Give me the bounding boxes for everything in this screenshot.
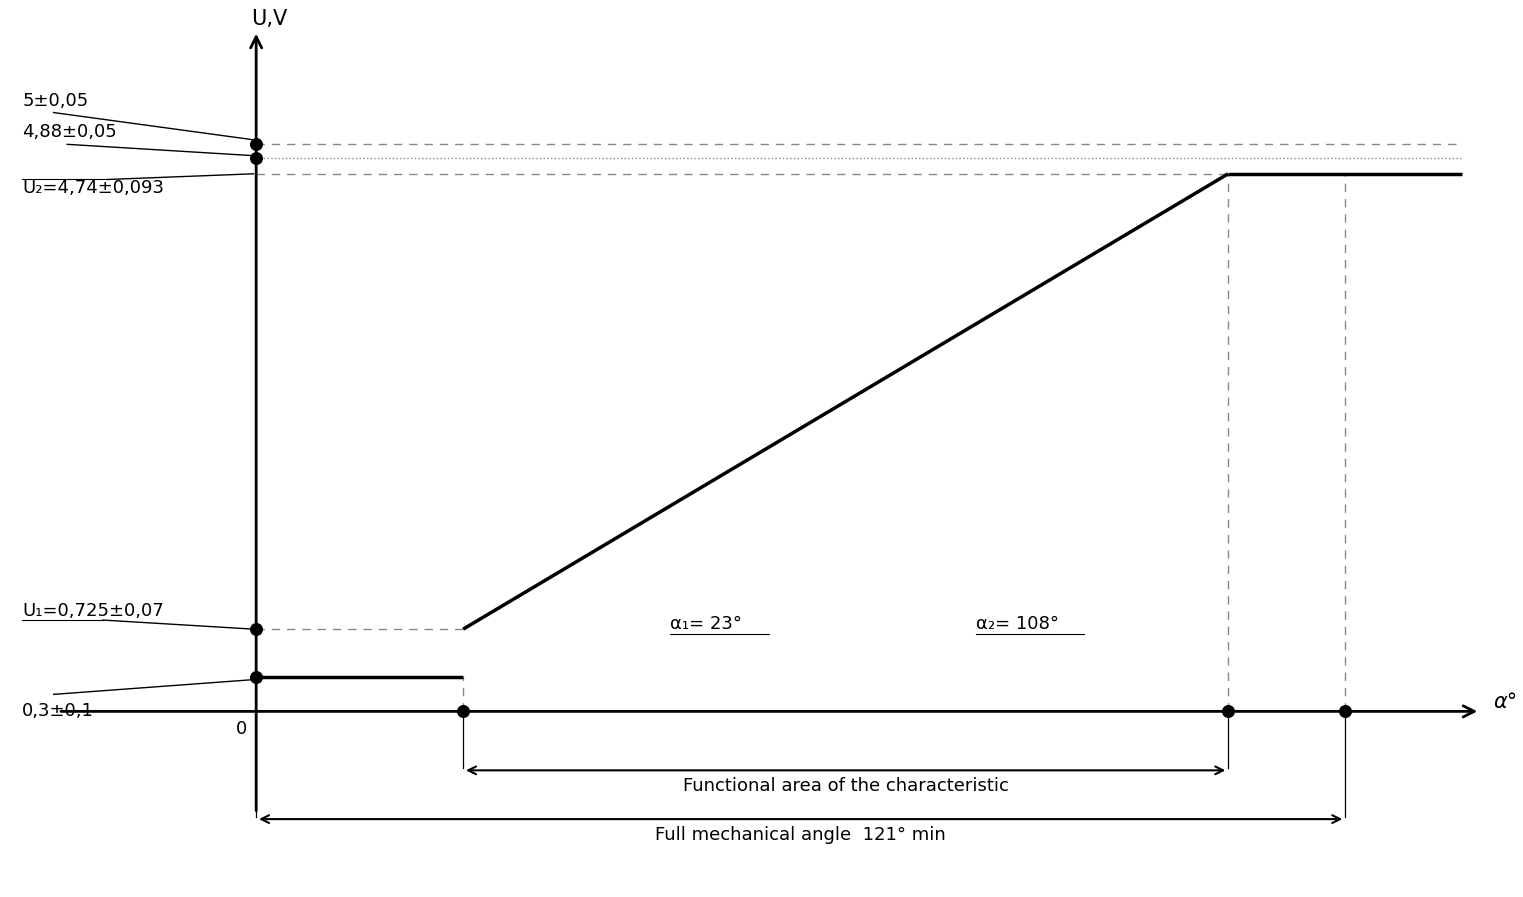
Text: α°: α° [1494,692,1518,712]
Text: U,V: U,V [251,9,288,29]
Text: Functional area of the characteristic: Functional area of the characteristic [682,777,1008,795]
Point [451,704,475,718]
Text: α₁= 23°: α₁= 23° [670,614,742,632]
Point [1333,704,1357,718]
Text: 0: 0 [236,720,247,738]
Text: 0,3±0,1: 0,3±0,1 [23,702,94,720]
Text: 5±0,05: 5±0,05 [23,92,88,110]
Text: U₁=0,725±0,07: U₁=0,725±0,07 [23,602,164,620]
Point [244,137,268,152]
Point [244,151,268,165]
Text: U₂=4,74±0,093: U₂=4,74±0,093 [23,179,164,197]
Text: α₂= 108°: α₂= 108° [976,614,1058,632]
Text: Full mechanical angle  121° min: Full mechanical angle 121° min [655,826,946,844]
Text: 4,88±0,05: 4,88±0,05 [23,123,117,141]
Point [244,670,268,684]
Point [244,622,268,636]
Point [1215,704,1240,718]
